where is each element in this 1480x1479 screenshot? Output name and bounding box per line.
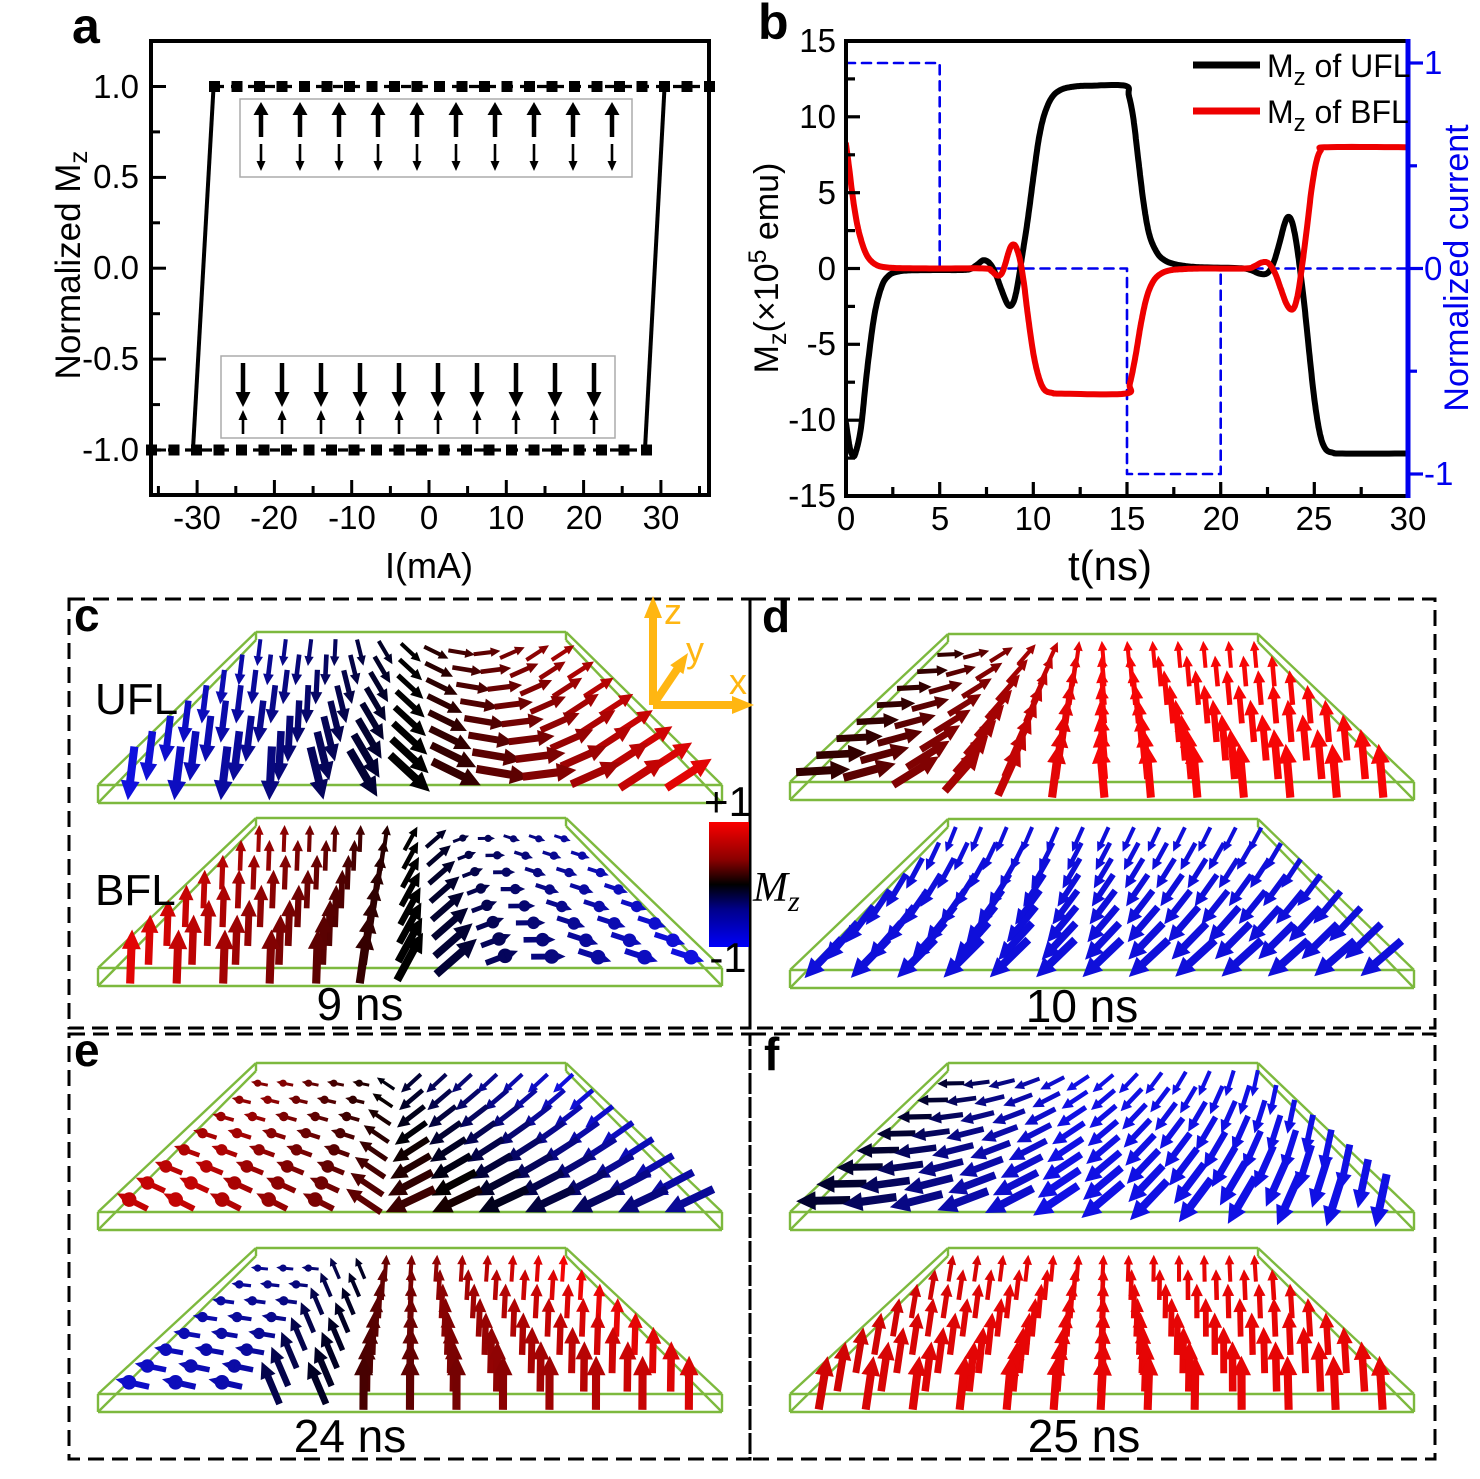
svg-text:25: 25 [1296, 500, 1333, 537]
svg-text:Normalized Mz: Normalized Mz [49, 151, 93, 380]
svg-text:-20: -20 [250, 499, 298, 536]
svg-text:-1: -1 [1424, 455, 1453, 492]
svg-text:Mz of UFL: Mz of UFL [1267, 48, 1411, 91]
svg-text:0.0: 0.0 [93, 249, 139, 286]
svg-text:-10: -10 [328, 499, 376, 536]
svg-text:15: 15 [1109, 500, 1146, 537]
svg-text:25 ns: 25 ns [1028, 1410, 1141, 1462]
svg-text:0: 0 [420, 499, 438, 536]
svg-text:30: 30 [1390, 500, 1427, 537]
svg-text:0: 0 [837, 500, 855, 537]
svg-text:-10: -10 [788, 401, 836, 438]
svg-text:-1.0: -1.0 [82, 431, 139, 468]
svg-text:5: 5 [818, 174, 836, 211]
svg-text:9 ns: 9 ns [317, 978, 404, 1030]
svg-text:e: e [74, 1024, 100, 1076]
svg-text:+1: +1 [704, 778, 752, 825]
svg-text:z: z [664, 591, 682, 632]
svg-text:UFL: UFL [95, 675, 178, 724]
svg-text:10 ns: 10 ns [1026, 980, 1139, 1032]
svg-text:10: 10 [488, 499, 525, 536]
svg-text:30: 30 [643, 499, 680, 536]
svg-text:a: a [72, 0, 101, 54]
svg-text:Normalized current: Normalized current [1438, 124, 1476, 412]
svg-text:0.5: 0.5 [93, 158, 139, 195]
svg-text:BFL: BFL [95, 866, 176, 915]
svg-text:5: 5 [931, 500, 949, 537]
svg-text:b: b [758, 0, 789, 50]
svg-text:-5: -5 [807, 325, 836, 362]
svg-text:y: y [686, 629, 704, 670]
svg-text:0: 0 [818, 250, 836, 287]
svg-text:d: d [762, 590, 790, 642]
svg-text:10: 10 [1015, 500, 1052, 537]
svg-text:-15: -15 [788, 477, 836, 514]
svg-text:Mz of BFL: Mz of BFL [1267, 94, 1409, 137]
svg-text:24 ns: 24 ns [294, 1410, 407, 1462]
svg-text:f: f [764, 1028, 780, 1080]
svg-text:1.0: 1.0 [93, 68, 139, 105]
svg-text:-1: -1 [709, 934, 746, 981]
svg-text:20: 20 [566, 499, 603, 536]
svg-text:I(mA): I(mA) [385, 545, 473, 586]
svg-text:Mz(×105 emu): Mz(×105 emu) [744, 163, 792, 374]
svg-text:c: c [74, 589, 100, 641]
svg-text:t(ns): t(ns) [1068, 542, 1152, 589]
svg-text:-30: -30 [173, 499, 221, 536]
svg-text:20: 20 [1203, 500, 1240, 537]
svg-text:x: x [729, 661, 747, 702]
svg-text:15: 15 [799, 22, 836, 59]
svg-text:-0.5: -0.5 [82, 340, 139, 377]
svg-text:0: 0 [1424, 250, 1442, 287]
svg-text:10: 10 [799, 98, 836, 135]
svg-text:1: 1 [1424, 44, 1442, 81]
